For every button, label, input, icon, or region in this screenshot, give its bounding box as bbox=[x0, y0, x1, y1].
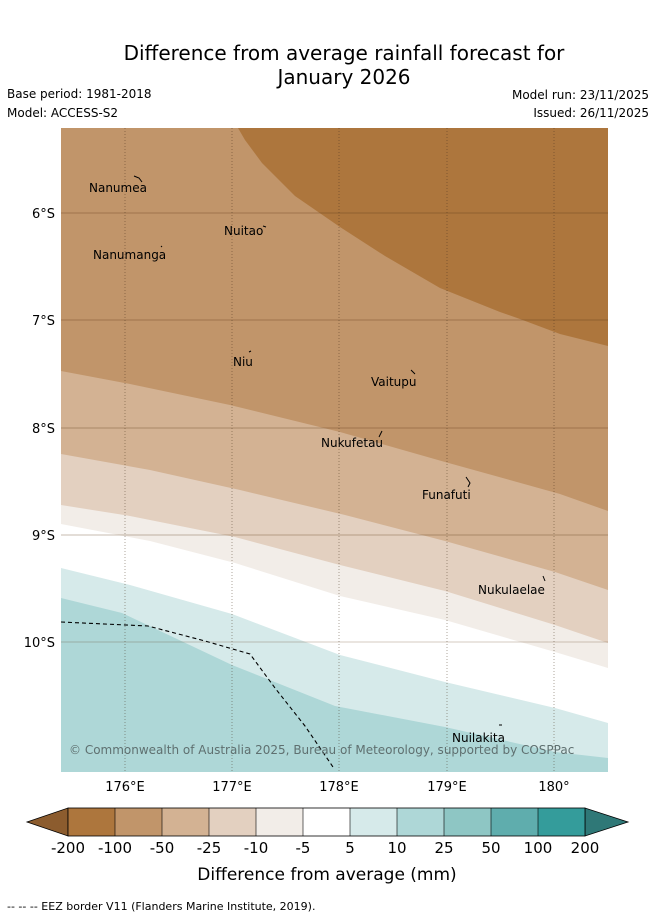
copyright-notice: © Commonwealth of Australia 2025, Bureau… bbox=[69, 743, 574, 757]
place-label-nuilakita: Nuilakita bbox=[452, 731, 505, 745]
colorbar-segment-8 bbox=[444, 808, 491, 836]
band-10-to-25 bbox=[61, 598, 608, 772]
colorbar-extend-low bbox=[25, 807, 69, 837]
colorbar-tick-label: 200 bbox=[571, 839, 600, 857]
model-run: Model run: 23/11/2025 bbox=[511, 88, 649, 102]
colorbar-tick-label: -25 bbox=[197, 839, 222, 857]
place-label-nanumanga: Nanumanga bbox=[93, 248, 166, 262]
lat-label-8s: 8°S bbox=[32, 422, 55, 437]
colorbar-segment-6 bbox=[350, 808, 397, 836]
colorbar-segment-9 bbox=[491, 808, 538, 836]
colorbar-segment-4 bbox=[256, 808, 303, 836]
place-label-nukufetau: Nukufetau bbox=[321, 436, 383, 450]
colorbar-tick-label: -10 bbox=[244, 839, 269, 857]
lat-label-6s: 6°S bbox=[32, 207, 55, 222]
colorbar-tick-label: -200 bbox=[51, 839, 85, 857]
colorbar-tick-label: -100 bbox=[98, 839, 132, 857]
eez-legend-note: -- -- -- EEZ border V11 (Flanders Marine… bbox=[7, 900, 316, 913]
island-outlines bbox=[133, 175, 546, 726]
island-nuitao bbox=[262, 225, 267, 228]
lon-label-177e: 177°E bbox=[212, 780, 252, 795]
lon-label-176e: 176°E bbox=[105, 780, 145, 795]
lon-label-178e: 178°E bbox=[319, 780, 359, 795]
island-nanumanga bbox=[160, 245, 163, 248]
colorbar-extend-high bbox=[584, 807, 630, 837]
colorbar-tick-label: 10 bbox=[387, 839, 406, 857]
island-nanumea bbox=[133, 175, 143, 183]
colorbar-segment-0 bbox=[68, 808, 115, 836]
colorbar: -200 -100 -50 -25 -10 -5 5 10 25 50 100 200 bbox=[25, 807, 630, 857]
lon-label-180: 180° bbox=[538, 780, 569, 795]
island-niu bbox=[248, 350, 252, 353]
colorbar-segment-10 bbox=[538, 808, 585, 836]
island-nukufetau bbox=[378, 430, 383, 438]
island-nukulaelae bbox=[542, 575, 546, 582]
colorbar-tick-label: 5 bbox=[345, 839, 355, 857]
title-line-1: Difference from average rainfall forecas… bbox=[123, 41, 565, 65]
issued-date: Issued: 26/11/2025 bbox=[533, 106, 649, 120]
gridlines bbox=[61, 128, 608, 772]
colorbar-segment-7 bbox=[397, 808, 444, 836]
colorbar-segment-3 bbox=[209, 808, 256, 836]
model-name: Model: ACCESS-S2 bbox=[7, 106, 119, 120]
place-label-nukulaelae: Nukulaelae bbox=[478, 583, 545, 597]
colorbar-tick-label: 25 bbox=[434, 839, 453, 857]
colorbar-segment-2 bbox=[162, 808, 209, 836]
island-vaitupu bbox=[410, 369, 416, 375]
colorbar-label: Difference from average (mm) bbox=[197, 865, 456, 885]
colorbar-segment-1 bbox=[115, 808, 162, 836]
island-funafuti bbox=[465, 476, 471, 488]
place-label-funafuti: Funafuti bbox=[422, 488, 471, 502]
colorbar-segment-5 bbox=[303, 808, 350, 836]
base-period: Base period: 1981-2018 bbox=[7, 87, 152, 101]
colorbar-tick-label: -5 bbox=[296, 839, 311, 857]
title-line-2: January 2026 bbox=[277, 65, 411, 89]
lat-label-10s: 10°S bbox=[24, 636, 55, 651]
colorbar-tick-label: -50 bbox=[150, 839, 175, 857]
band-minus-100-to-minus-50 bbox=[238, 128, 608, 346]
lon-label-179e: 179°E bbox=[427, 780, 467, 795]
place-label-vaitupu: Vaitupu bbox=[371, 375, 417, 389]
lat-label-9s: 9°S bbox=[32, 529, 55, 544]
colorbar-tick-label: 50 bbox=[481, 839, 500, 857]
place-label-nanumea: Nanumea bbox=[89, 181, 147, 195]
eez-border bbox=[61, 621, 334, 768]
colorbar-outline bbox=[67, 807, 586, 837]
place-label-niu: Niu bbox=[233, 355, 253, 369]
colorbar-tick-label: 100 bbox=[524, 839, 553, 857]
lat-label-7s: 7°S bbox=[32, 314, 55, 329]
place-label-nuitao: Nuitao bbox=[224, 224, 263, 238]
